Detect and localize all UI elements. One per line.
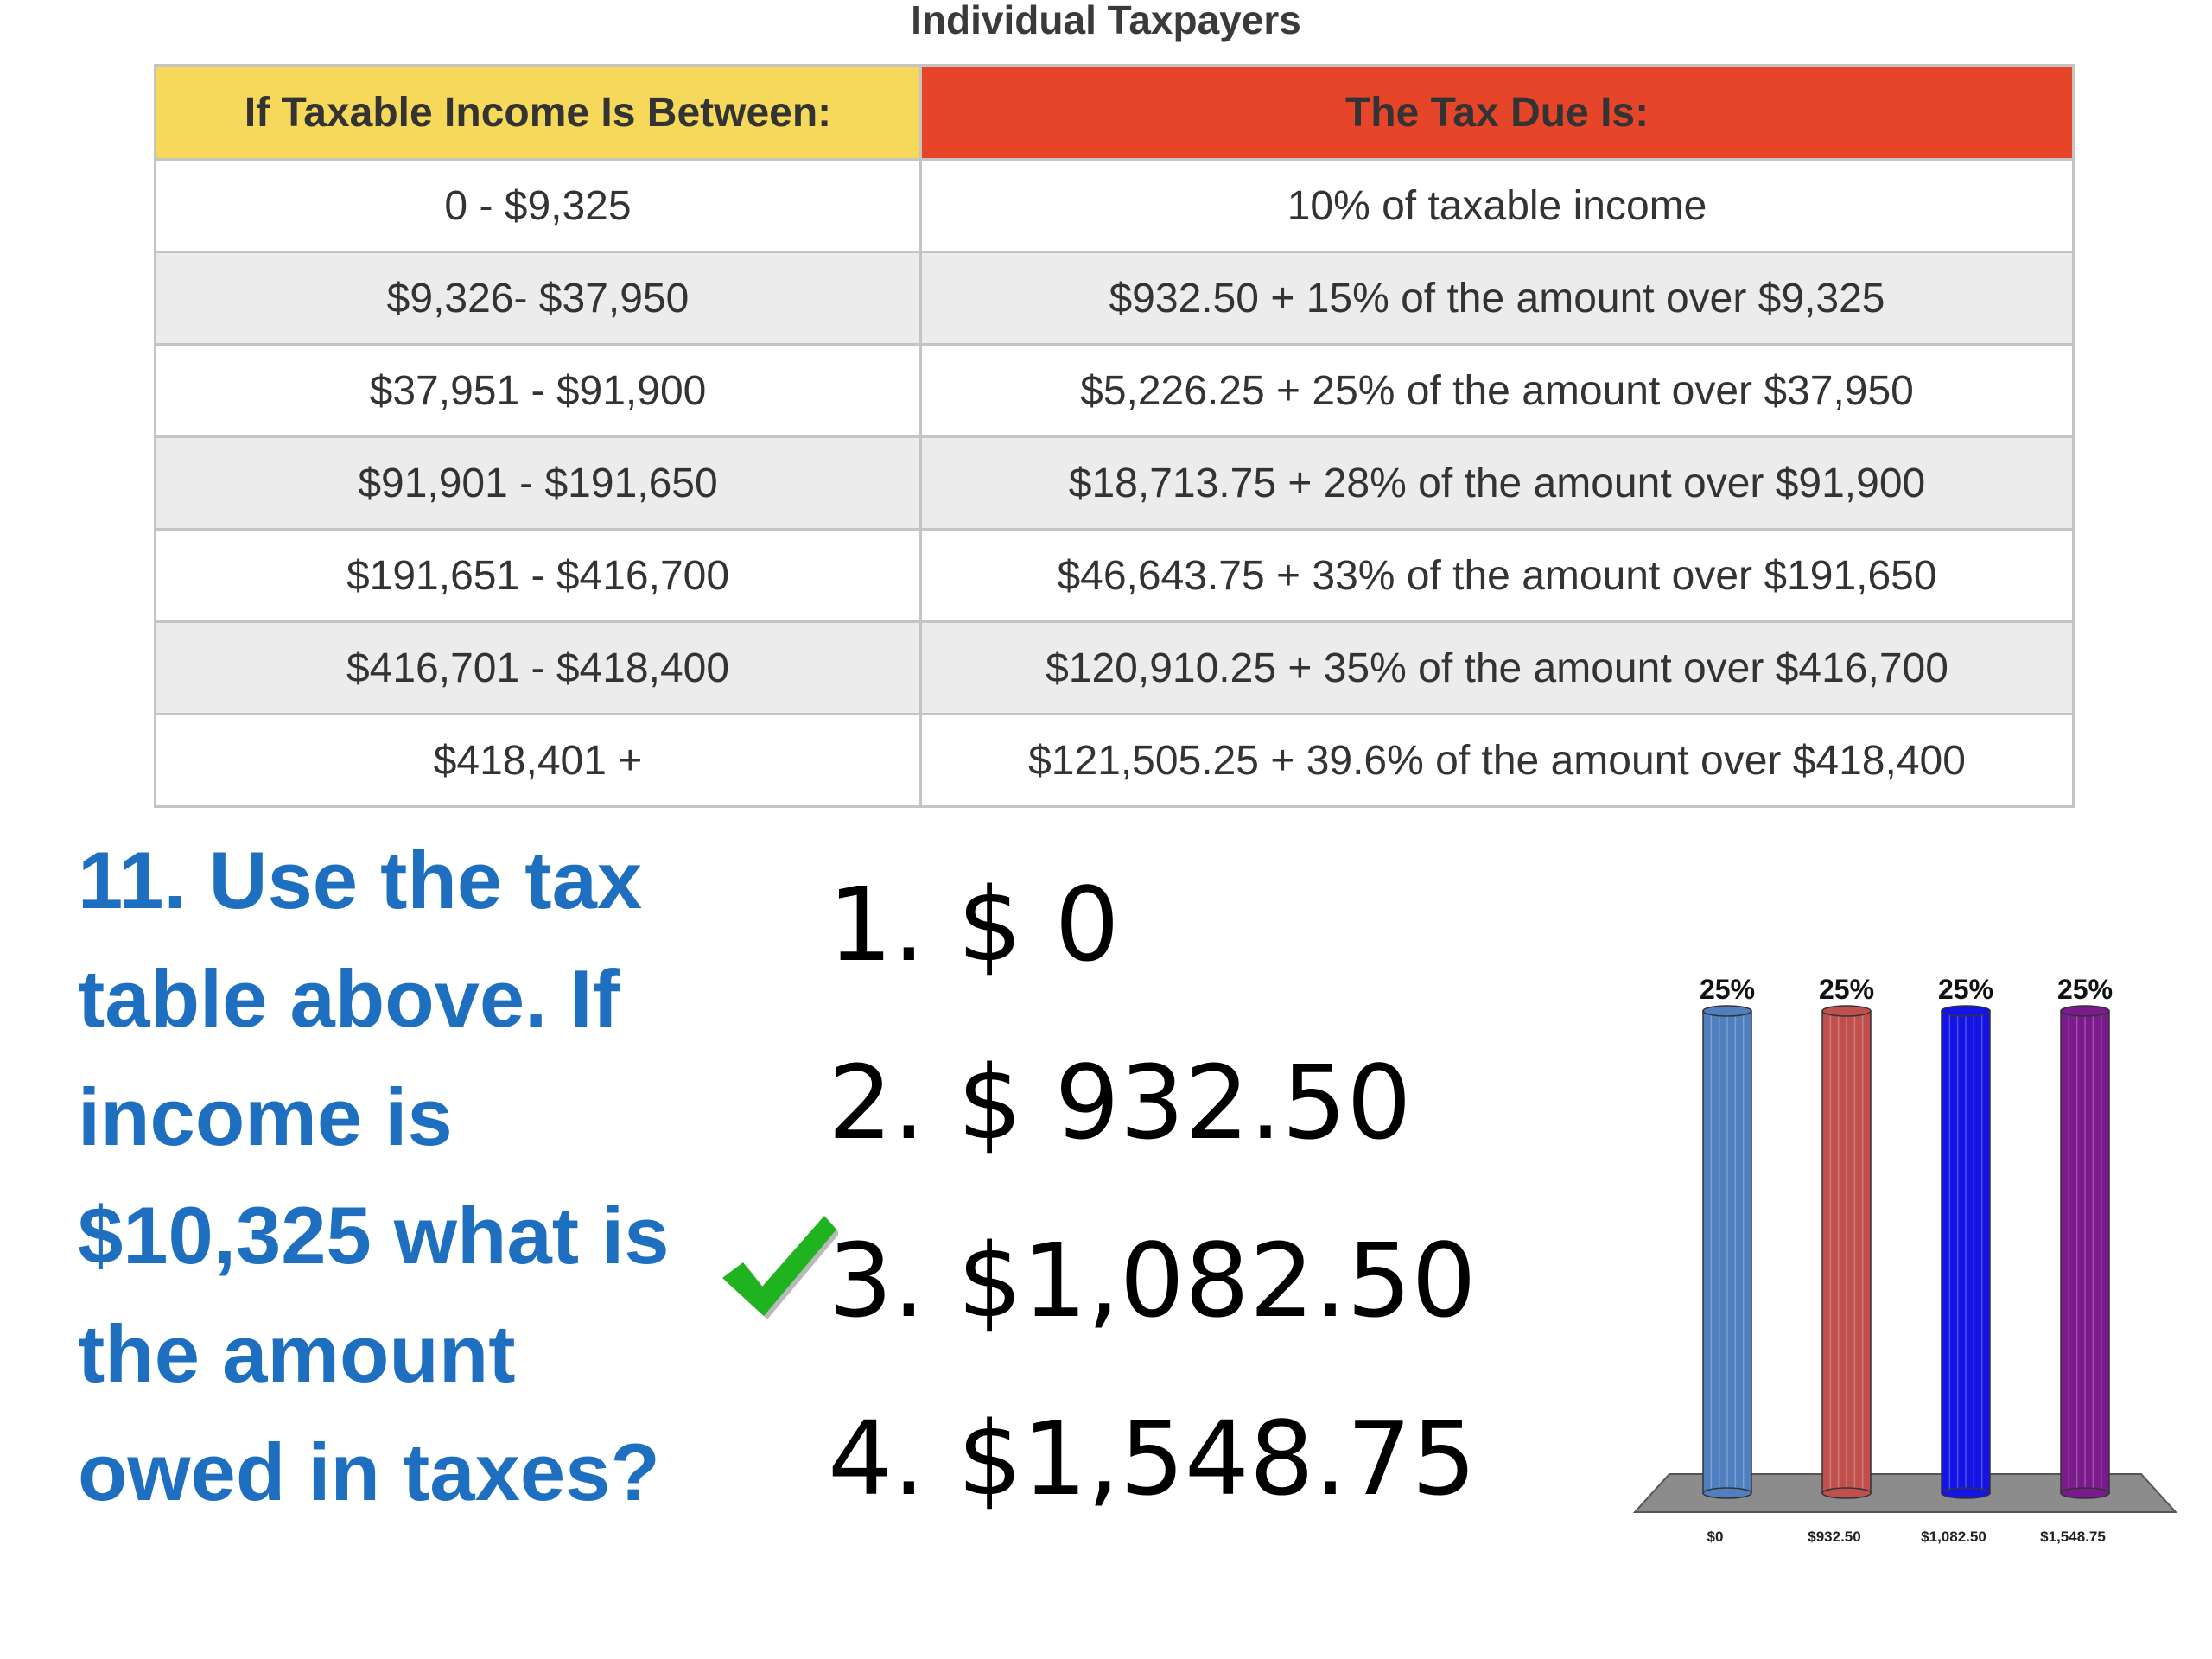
income-range-cell: $416,701 - $418,400 xyxy=(154,620,922,715)
chart-bar-cap xyxy=(2060,1005,2110,1017)
tax-due-cell: $46,643.75 + 33% of the amount over $191… xyxy=(919,528,2075,623)
question-line: 11. Use the tax xyxy=(78,835,643,925)
chart-bar xyxy=(1702,1010,1752,1494)
chart-data-label: 25% xyxy=(1938,974,1993,1005)
answer-option-2[interactable]: 2. $ 932.50 xyxy=(828,1043,1412,1162)
chart-bar-base xyxy=(1941,1487,1991,1499)
table-row: $91,901 - $191,650 $18,713.75 + 28% of t… xyxy=(154,435,2075,531)
tax-due-cell: 10% of taxable income xyxy=(919,158,2075,253)
question-line: owed in taxes? xyxy=(78,1427,660,1517)
question-text: 11. Use the tax table above. If income i… xyxy=(78,821,752,1531)
tax-due-column-header: The Tax Due Is: xyxy=(919,64,2075,161)
chart-data-label: 25% xyxy=(1700,974,1755,1005)
question-line: income is xyxy=(78,1071,453,1162)
chart-bar-base xyxy=(1702,1487,1752,1499)
chart-tick-label: $0 xyxy=(1707,1529,1724,1545)
response-bar-chart: 25% $0 25% $932.50 25% $1,082.50 25% $1,548.75 xyxy=(1633,974,2177,1545)
chart-bar-cap xyxy=(1821,1005,1872,1017)
tax-due-cell: $121,505.25 + 39.6% of the amount over $… xyxy=(919,713,2075,808)
chart-bar xyxy=(2060,1010,2110,1494)
tax-due-cell: $5,226.25 + 25% of the amount over $37,9… xyxy=(919,343,2075,438)
income-range-cell: $91,901 - $191,650 xyxy=(154,435,922,531)
chart-data-label: 25% xyxy=(2057,974,2113,1005)
chart-bar-cap xyxy=(1941,1005,1991,1017)
chart-floor xyxy=(1633,1473,2177,1513)
chart-tick-label: $1,082.50 xyxy=(1921,1529,1986,1545)
table-row: $191,651 - $416,700 $46,643.75 + 33% of … xyxy=(154,528,2075,623)
answer-option-4[interactable]: 4. $1,548.75 xyxy=(828,1399,1477,1518)
question-line: the amount xyxy=(78,1308,516,1399)
answer-option-1[interactable]: 1. $ 0 xyxy=(828,865,1120,984)
chart-data-label: 25% xyxy=(1819,974,1874,1005)
tax-due-cell: $120,910.25 + 35% of the amount over $41… xyxy=(919,620,2075,715)
tax-table-header-row: If Taxable Income Is Between: The Tax Du… xyxy=(154,64,2075,161)
tax-due-cell: $18,713.75 + 28% of the amount over $91,… xyxy=(919,435,2075,531)
income-range-cell: $418,401 + xyxy=(154,713,922,808)
table-title: Individual Taxpayers xyxy=(911,0,1301,42)
chart-tick-label: $932.50 xyxy=(1808,1529,1860,1545)
question-line: $10,325 what is xyxy=(78,1190,670,1281)
income-range-cell: $9,326- $37,950 xyxy=(154,251,922,346)
table-row: $418,401 + $121,505.25 + 39.6% of the am… xyxy=(154,713,2075,808)
answer-options: 1. $ 0 2. $ 932.50 3. $1,082.50 4. $1,54… xyxy=(828,855,1519,1567)
income-range-cell: 0 - $9,325 xyxy=(154,158,922,253)
chart-bar xyxy=(1941,1010,1991,1494)
tax-table: If Taxable Income Is Between: The Tax Du… xyxy=(154,64,2075,808)
tax-due-cell: $932.50 + 15% of the amount over $9,325 xyxy=(919,251,2075,346)
chart-bar-cap xyxy=(1702,1005,1752,1017)
answer-option-3[interactable]: 3. $1,082.50 xyxy=(828,1221,1477,1340)
table-row: $416,701 - $418,400 $120,910.25 + 35% of… xyxy=(154,620,2075,715)
income-column-header: If Taxable Income Is Between: xyxy=(154,64,922,161)
chart-bar-base xyxy=(2060,1487,2110,1499)
table-row: 0 - $9,325 10% of taxable income xyxy=(154,158,2075,253)
chart-tick-label: $1,548.75 xyxy=(2040,1529,2106,1545)
table-row: $9,326- $37,950 $932.50 + 15% of the amo… xyxy=(154,251,2075,346)
question-line: table above. If xyxy=(78,953,620,1044)
income-range-cell: $37,951 - $91,900 xyxy=(154,343,922,438)
chart-bar-base xyxy=(1821,1487,1872,1499)
chart-bar xyxy=(1821,1010,1872,1494)
table-row: $37,951 - $91,900 $5,226.25 + 25% of the… xyxy=(154,343,2075,438)
income-range-cell: $191,651 - $416,700 xyxy=(154,528,922,623)
checkmark-icon xyxy=(722,1216,838,1319)
